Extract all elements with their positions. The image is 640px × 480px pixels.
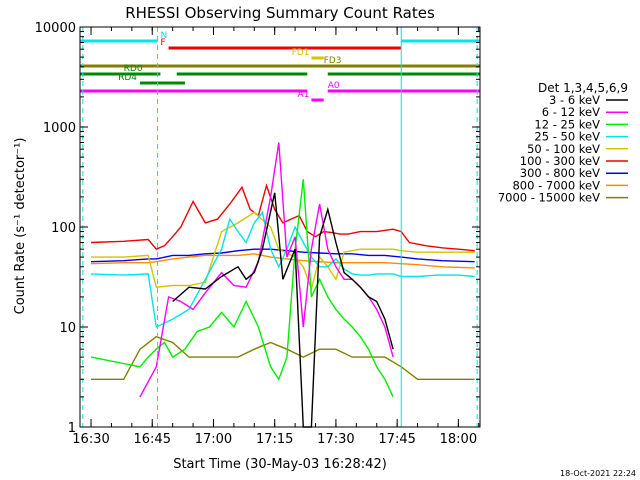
- y-tick-label: 10: [59, 321, 76, 336]
- state-bar-label-rd4: RD4: [118, 73, 137, 83]
- legend-label: 12 - 25 keV: [534, 117, 600, 131]
- legend-label: 800 - 7000 keV: [512, 178, 600, 192]
- data-series: [90, 142, 475, 428]
- x-axis-label: Start Time (30-May-03 16:28:42): [173, 457, 387, 472]
- y-axis-label: Count Rate (s⁻¹ detector⁻¹): [13, 138, 28, 315]
- state-bar-label-f: F: [160, 38, 165, 48]
- x-tick-label: 17:30: [317, 432, 354, 447]
- legend-label: 100 - 300 keV: [520, 154, 600, 168]
- legend-label: 50 - 100 keV: [527, 142, 600, 156]
- y-tick-label: 10000: [35, 21, 76, 36]
- series-line-50-100kev: [91, 211, 475, 292]
- series-line-800-7000kev: [90, 253, 475, 269]
- series-line-100-300kev: [90, 183, 475, 252]
- chart-title: RHESSI Observing Summary Count Rates: [125, 4, 435, 22]
- state-bar-label-a1: A1: [298, 90, 310, 100]
- night-markers: [82, 27, 478, 427]
- y-tick-label: 1: [68, 421, 76, 436]
- y-tick-label: 1000: [43, 121, 76, 136]
- x-tick-label: 17:15: [256, 432, 293, 447]
- series-line-6-12kev: [139, 142, 394, 398]
- legend-label: 3 - 6 keV: [549, 93, 600, 107]
- state-bar-label-n: N: [161, 31, 168, 41]
- x-tick-label: 16:45: [134, 432, 171, 447]
- state-bar-label-fd3: FD3: [324, 56, 342, 66]
- legend-title: Det 1,3,4,5,6,9: [538, 81, 628, 95]
- legend-label: 6 - 12 keV: [542, 105, 600, 119]
- series-line-12-25kev: [90, 179, 394, 398]
- legend-label: 7000 - 15000 keV: [498, 191, 600, 205]
- series-line-7000-15000kev: [91, 335, 475, 380]
- x-axis-ticks: 16:30 16:45 17:00 17:15 17:30 17:45 18:00: [72, 27, 480, 447]
- state-bar-label-rd0: RD0: [124, 64, 143, 74]
- x-tick-label: 16:30: [72, 432, 109, 447]
- x-tick-label: 17:45: [378, 432, 415, 447]
- state-bar-label-fd1: FD1: [292, 48, 310, 58]
- series-line-25-50kev: [90, 210, 475, 329]
- legend-label: 25 - 50 keV: [534, 130, 600, 144]
- timestamp: 18-Oct-2021 22:24: [560, 469, 636, 478]
- state-bar-label-a0: A0: [328, 81, 340, 91]
- x-tick-label: 17:00: [195, 432, 232, 447]
- y-tick-label: 100: [51, 221, 76, 236]
- x-tick-label: 18:00: [440, 432, 477, 447]
- y-axis-ticks: 1 10 100 1000 10000: [35, 21, 480, 436]
- legend-label: 300 - 800 keV: [520, 166, 600, 180]
- series-line-3-6kev: [172, 192, 394, 428]
